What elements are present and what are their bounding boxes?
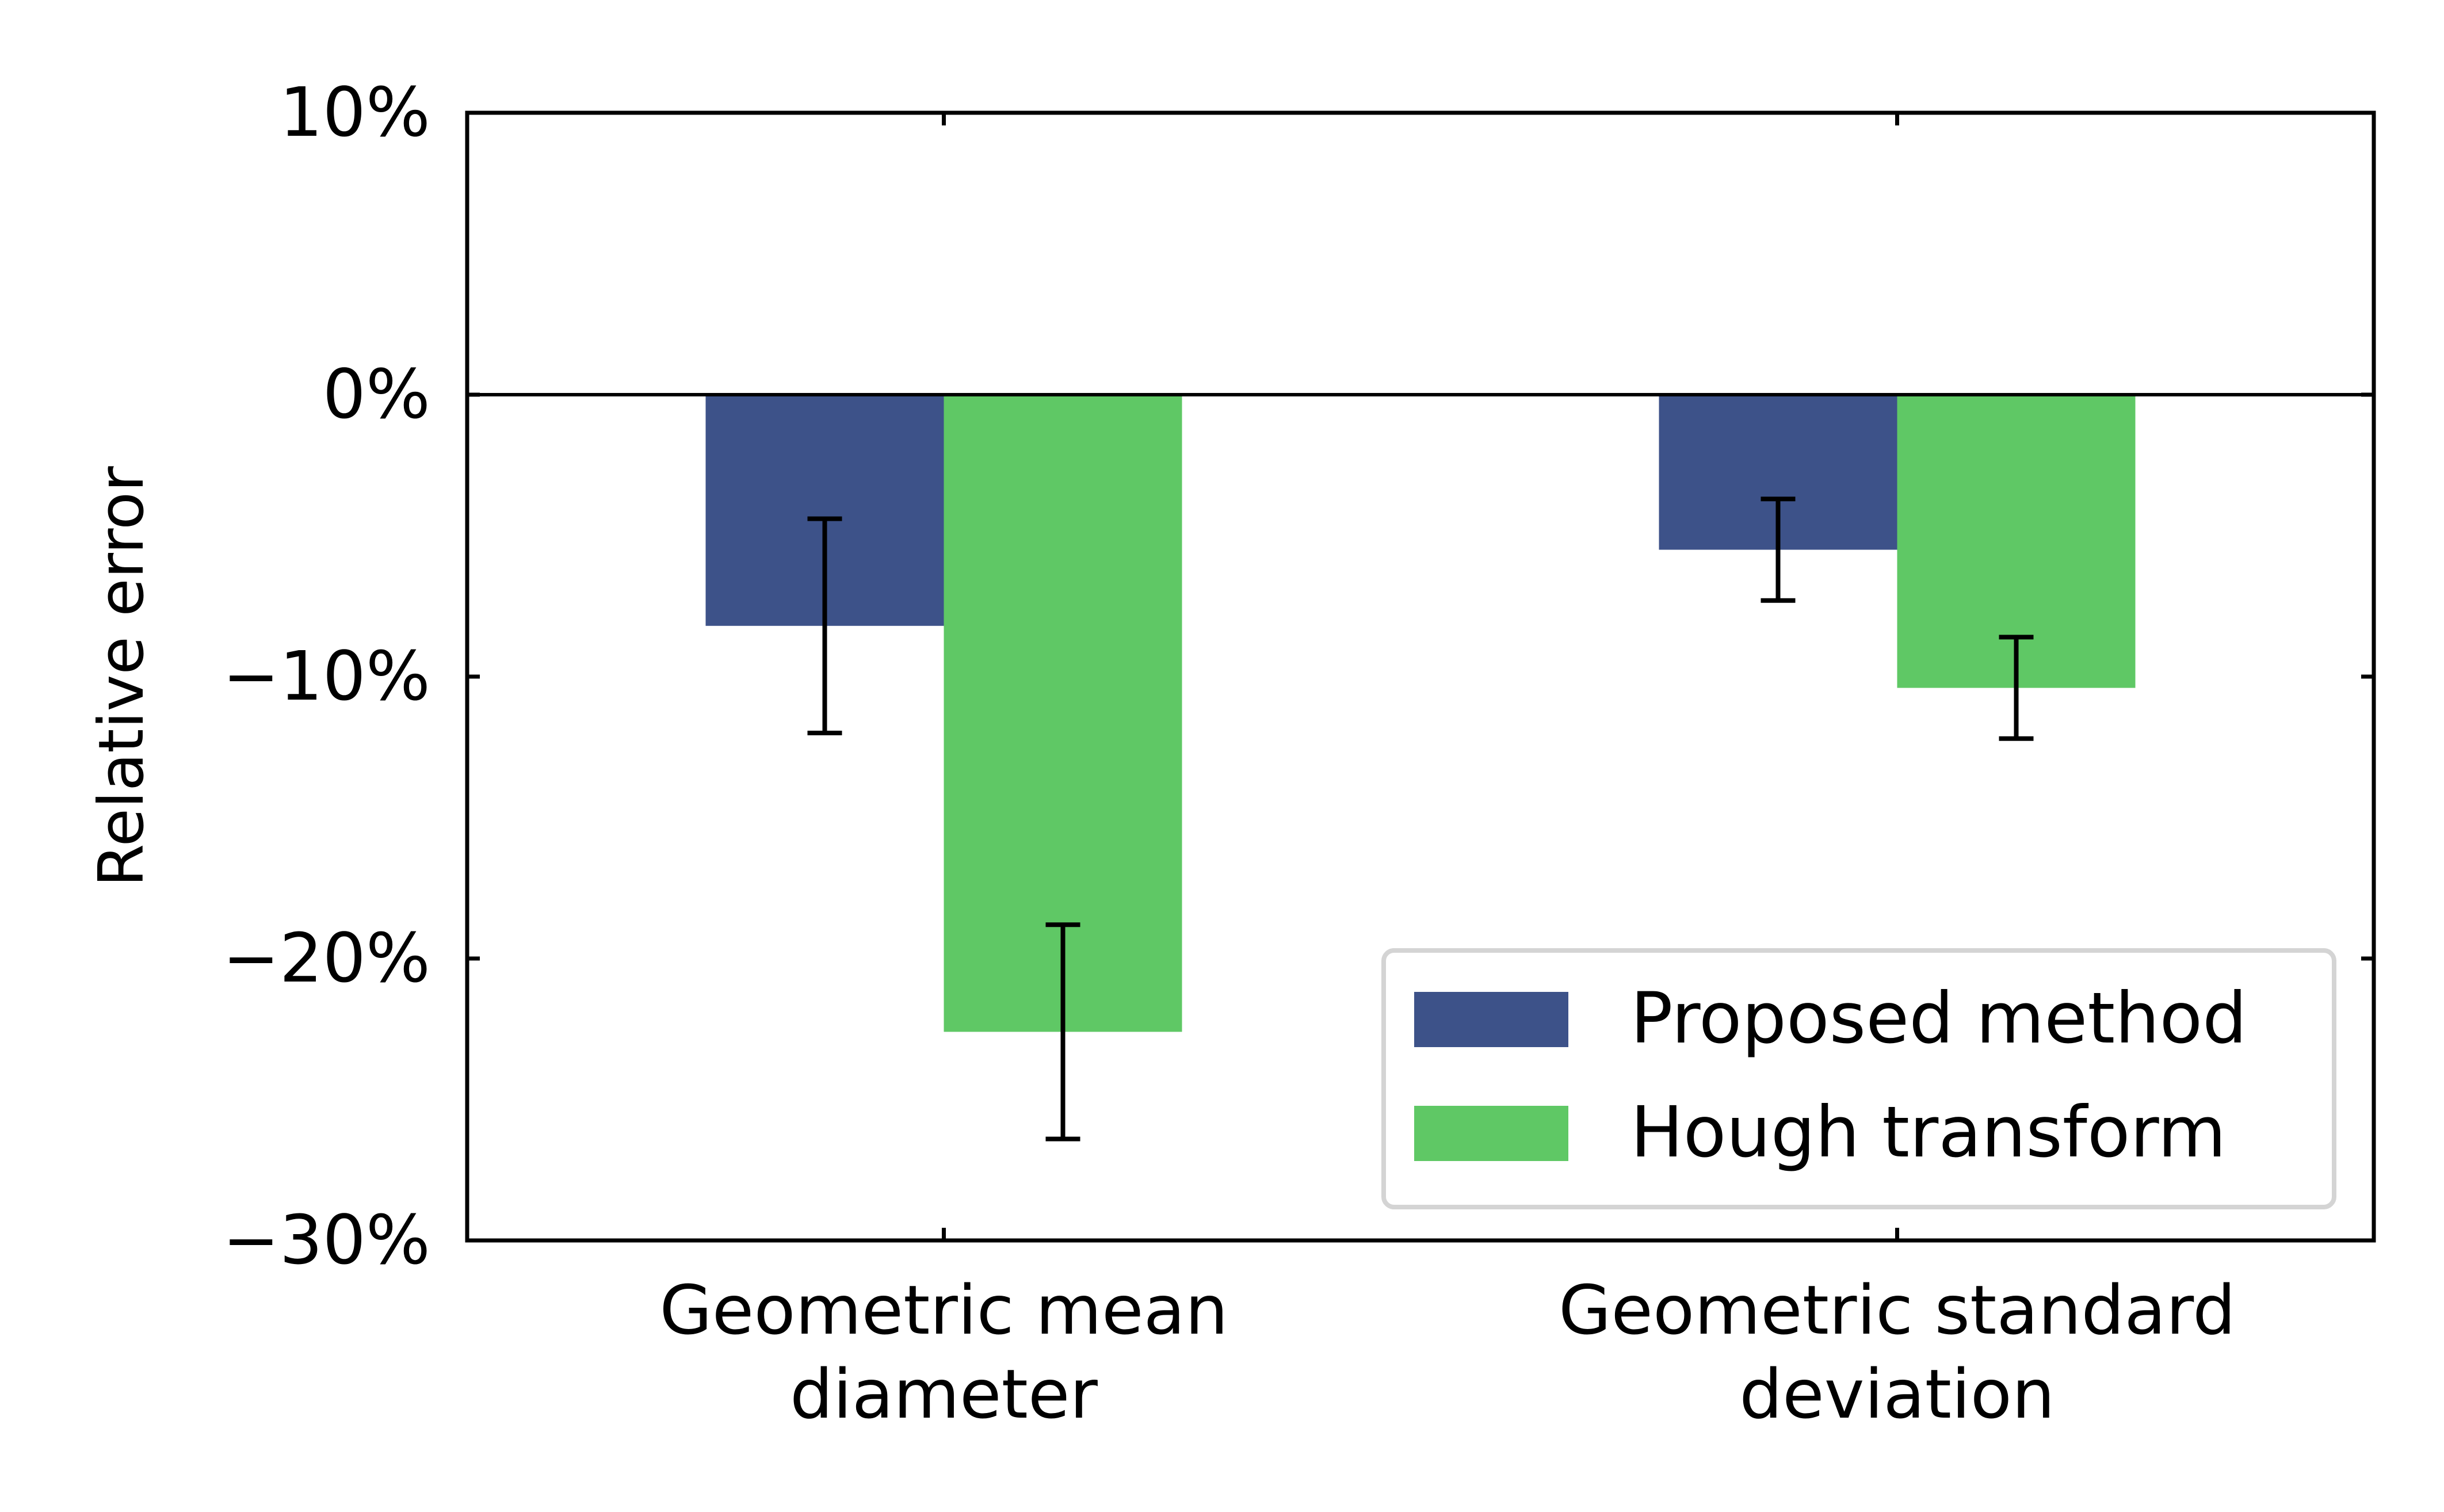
legend-label: Hough transform xyxy=(1630,1091,2226,1173)
error-bar-1-0 xyxy=(1045,922,1080,1141)
legend-label: Proposed method xyxy=(1630,978,2247,1059)
legend-swatch xyxy=(1414,992,1568,1047)
y-axis-label: Relative error xyxy=(86,466,158,887)
y-tick-label: −10% xyxy=(223,636,430,716)
x-category-label: Geometric standard xyxy=(1559,1270,2236,1350)
y-tick-label: −20% xyxy=(223,918,430,998)
legend-swatch xyxy=(1414,1106,1568,1161)
y-tick-label: −30% xyxy=(223,1200,430,1280)
x-category-label: diameter xyxy=(790,1354,1098,1434)
error-bar-0-0 xyxy=(807,516,842,735)
error-bar-0-1 xyxy=(1761,497,1796,603)
x-category-label: Geometric mean xyxy=(659,1270,1228,1350)
error-bar-1-1 xyxy=(1999,635,2034,741)
x-category-label: deviation xyxy=(1739,1354,2055,1434)
y-tick-label: 10% xyxy=(280,72,430,152)
y-tick-label: 0% xyxy=(323,354,430,434)
plot-area xyxy=(467,393,2374,1141)
legend-box xyxy=(1381,948,2336,1209)
legend: Proposed method Hough transform xyxy=(1381,948,2336,1209)
